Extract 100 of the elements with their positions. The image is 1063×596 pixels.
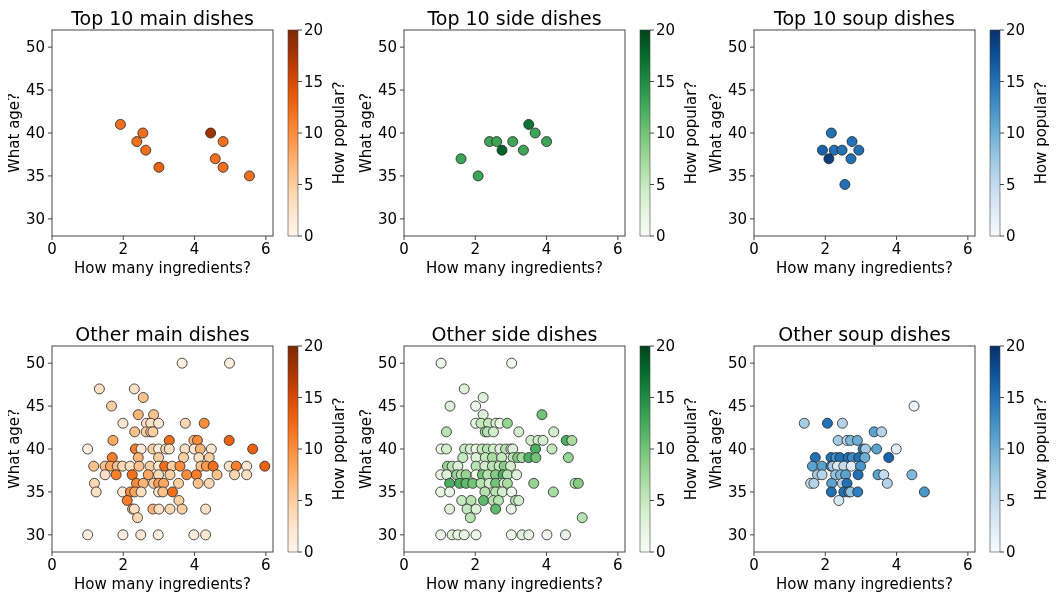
color-bar-title: How popular? — [330, 397, 348, 501]
x-tick-label: 0 — [399, 240, 409, 258]
chart-title: Top 10 side dishes — [426, 7, 602, 29]
color-bar-label: 5 — [656, 175, 666, 194]
x-tick-label: 6 — [613, 556, 623, 574]
y-tick-label: 40 — [377, 440, 397, 459]
color-bar-label: 0 — [304, 543, 314, 562]
x-axis-title: How many ingredients? — [426, 575, 603, 593]
color-bar-label: 15 — [1006, 388, 1026, 407]
y-tick-label: 30 — [727, 526, 747, 545]
y-tick-label: 50 — [25, 354, 45, 373]
x-tick-label: 2 — [820, 240, 831, 258]
chart-title: Other soup dishes — [778, 323, 951, 345]
color-bar-label: 5 — [1006, 175, 1016, 194]
color-bar-label: 20 — [1006, 21, 1026, 40]
y-tick-label: 50 — [727, 38, 747, 57]
color-bar-title: How popular? — [1032, 81, 1050, 185]
y-tick-label: 40 — [727, 124, 747, 143]
color-bar-label: 5 — [304, 491, 314, 510]
chart-title: Top 10 main dishes — [70, 7, 254, 29]
x-tick-label: 4 — [189, 556, 200, 574]
color-bar-label: 5 — [656, 491, 666, 510]
chart-title: Top 10 soup dishes — [773, 7, 955, 29]
y-tick-label: 45 — [25, 397, 45, 416]
y-tick-label: 50 — [25, 38, 45, 57]
color-bar-label: 20 — [656, 21, 676, 40]
color-bar-title: How popular? — [682, 81, 700, 185]
y-tick-label: 45 — [25, 81, 45, 100]
x-tick-label: 0 — [749, 556, 759, 574]
color-bar-label: 0 — [304, 227, 314, 246]
y-tick-label: 45 — [377, 397, 397, 416]
y-tick-label: 35 — [727, 483, 747, 502]
y-tick-label: 45 — [377, 81, 397, 100]
y-tick-label: 50 — [377, 354, 397, 373]
x-tick-label: 4 — [541, 556, 552, 574]
y-tick-label: 30 — [727, 210, 747, 229]
x-axis-title: How many ingredients? — [776, 259, 953, 277]
color-bar-label: 10 — [656, 124, 676, 143]
y-tick-label: 30 — [25, 526, 45, 545]
y-tick-label: 40 — [25, 440, 45, 459]
color-bar-label: 0 — [656, 227, 666, 246]
y-tick-label: 35 — [377, 167, 397, 186]
y-tick-label: 35 — [25, 483, 45, 502]
color-bar-label: 10 — [304, 124, 324, 143]
y-tick-label: 40 — [377, 124, 397, 143]
color-bar-label: 15 — [656, 388, 676, 407]
x-tick-label: 4 — [891, 240, 902, 258]
color-bar-label: 15 — [304, 72, 324, 91]
x-axis-title: How many ingredients? — [776, 575, 953, 593]
color-bar-label: 20 — [1006, 337, 1026, 356]
x-tick-label: 2 — [118, 556, 129, 574]
x-tick-label: 4 — [189, 240, 200, 258]
y-tick-label: 35 — [25, 167, 45, 186]
x-tick-label: 2 — [470, 240, 481, 258]
y-tick-label: 30 — [25, 210, 45, 229]
x-tick-label: 4 — [541, 240, 552, 258]
y-axis-title: What age? — [707, 408, 725, 490]
y-axis-title: What age? — [707, 92, 725, 174]
y-tick-label: 45 — [727, 81, 747, 100]
y-tick-label: 30 — [377, 210, 397, 229]
x-tick-label: 6 — [261, 240, 271, 258]
x-tick-label: 0 — [399, 556, 409, 574]
chart-title: Other main dishes — [75, 323, 250, 345]
x-tick-label: 4 — [891, 556, 902, 574]
x-axis-title: How many ingredients? — [74, 259, 251, 277]
color-bar-label: 15 — [304, 388, 324, 407]
color-bar-label: 10 — [304, 440, 324, 459]
chart-title: Other side dishes — [431, 323, 598, 345]
y-tick-label: 45 — [727, 397, 747, 416]
x-tick-label: 6 — [613, 240, 623, 258]
color-bar-label: 20 — [656, 337, 676, 356]
y-tick-label: 35 — [377, 483, 397, 502]
color-bar-label: 20 — [304, 337, 324, 356]
y-tick-label: 35 — [727, 167, 747, 186]
x-tick-label: 2 — [118, 240, 129, 258]
color-bar-label: 10 — [1006, 124, 1026, 143]
x-tick-label: 6 — [261, 556, 271, 574]
color-bar-label: 10 — [656, 440, 676, 459]
y-tick-label: 50 — [377, 38, 397, 57]
color-bar-label: 5 — [1006, 491, 1016, 510]
x-tick-label: 6 — [963, 240, 973, 258]
color-bar-title: How popular? — [330, 81, 348, 185]
y-axis-title: What age? — [5, 92, 23, 174]
x-tick-label: 0 — [47, 556, 57, 574]
y-axis-title: What age? — [357, 408, 375, 490]
y-tick-label: 40 — [727, 440, 747, 459]
color-bar-label: 5 — [304, 175, 314, 194]
y-axis-title: What age? — [357, 92, 375, 174]
x-tick-label: 0 — [749, 240, 759, 258]
color-bar-label: 20 — [304, 21, 324, 40]
color-bar-title: How popular? — [1032, 397, 1050, 501]
x-axis-title: How many ingredients? — [74, 575, 251, 593]
color-bar-label: 10 — [1006, 440, 1026, 459]
y-tick-label: 30 — [377, 526, 397, 545]
x-tick-label: 2 — [470, 556, 481, 574]
x-axis-title: How many ingredients? — [426, 259, 603, 277]
color-bar-label: 15 — [1006, 72, 1026, 91]
y-tick-label: 50 — [727, 354, 747, 373]
color-bar-label: 0 — [1006, 227, 1016, 246]
y-axis-title: What age? — [5, 408, 23, 490]
